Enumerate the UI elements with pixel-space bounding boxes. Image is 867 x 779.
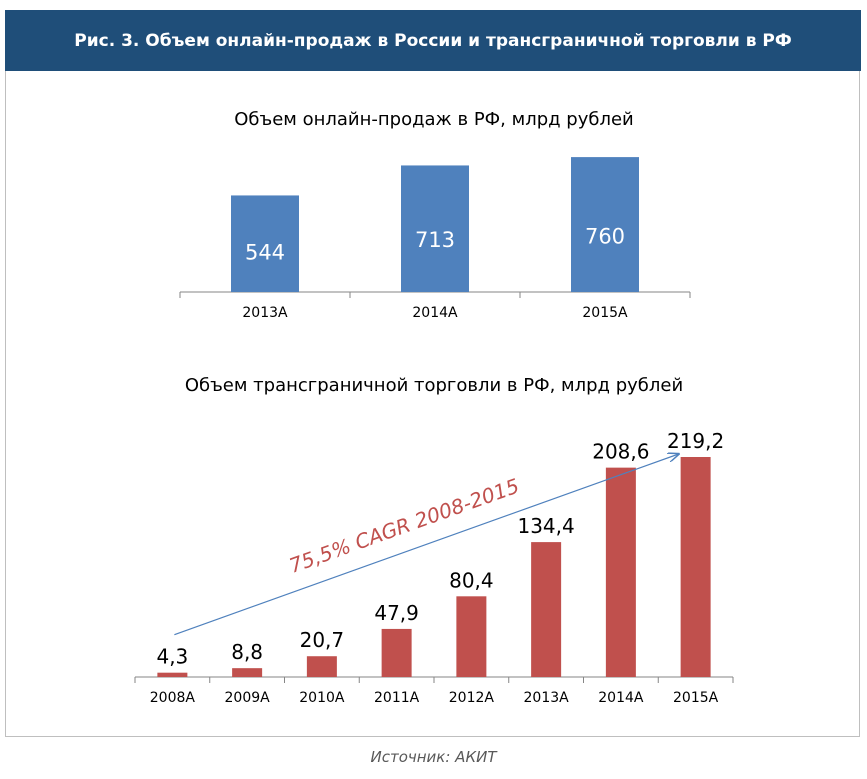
data-label-2014A: 713 [415, 228, 455, 252]
data-label-2008A: 4,3 [156, 645, 188, 669]
x-tick-label: 2015A [673, 690, 719, 706]
data-label-2010A: 20,7 [300, 628, 345, 652]
bar-2008A [157, 672, 188, 677]
x-tick-label: 2015A [582, 305, 628, 321]
data-label-2012A: 80,4 [449, 568, 494, 592]
bar-2013A [231, 195, 299, 292]
chart1-title: Объем онлайн-продаж в РФ, млрд рублей [234, 109, 634, 130]
bar-2015A [571, 157, 639, 292]
bar-2013A [531, 542, 562, 677]
x-tick-label: 2009A [225, 690, 271, 706]
bar-2012A [456, 596, 487, 677]
bar-2010A [306, 656, 337, 677]
data-label-2011A: 47,9 [374, 601, 419, 625]
x-tick-label: 2011A [374, 690, 420, 706]
cagr-annotation: 75,5% CAGR 2008-2015 [286, 474, 522, 578]
cagr-trend-arrow [174, 454, 678, 636]
data-label-2015A: 760 [585, 224, 625, 248]
figure-title-banner: Рис. 3. Объем онлайн-продаж в России и т… [5, 10, 861, 71]
figure-title: Рис. 3. Объем онлайн-продаж в России и т… [74, 30, 792, 51]
x-tick-label: 2008A [150, 690, 196, 706]
data-label-2014A: 208,6 [592, 440, 649, 464]
x-tick-label: 2013A [524, 690, 570, 706]
x-tick-label: 2010A [299, 690, 345, 706]
bar-2009A [232, 668, 263, 677]
chart1-online-sales: 2013A 544 2014A 713 2015A 760 [179, 157, 691, 321]
chart2-cross-border: 2008A 4,3 2009A 8,8 2010A 20,7 2011A 47,9 2012A 8… [134, 429, 734, 706]
figure-frame [5, 71, 860, 737]
bar-2015A [680, 457, 711, 677]
bar-2014A [605, 467, 636, 677]
x-tick-label: 2013A [242, 305, 288, 321]
x-tick-label: 2014A [598, 690, 644, 706]
bar-2014A [401, 165, 469, 292]
x-tick-label: 2014A [412, 305, 458, 321]
data-label-2013A: 134,4 [517, 514, 574, 538]
source-note: Источник: АКИТ [370, 748, 497, 766]
x-tick-label: 2012A [449, 690, 495, 706]
data-label-2009A: 8,8 [231, 640, 263, 664]
data-label-2013A: 544 [245, 240, 285, 264]
chart2-title: Объем трансграничной торговли в РФ, млрд… [185, 375, 683, 396]
bar-2011A [381, 628, 412, 677]
data-label-2015A: 219,2 [667, 429, 724, 453]
